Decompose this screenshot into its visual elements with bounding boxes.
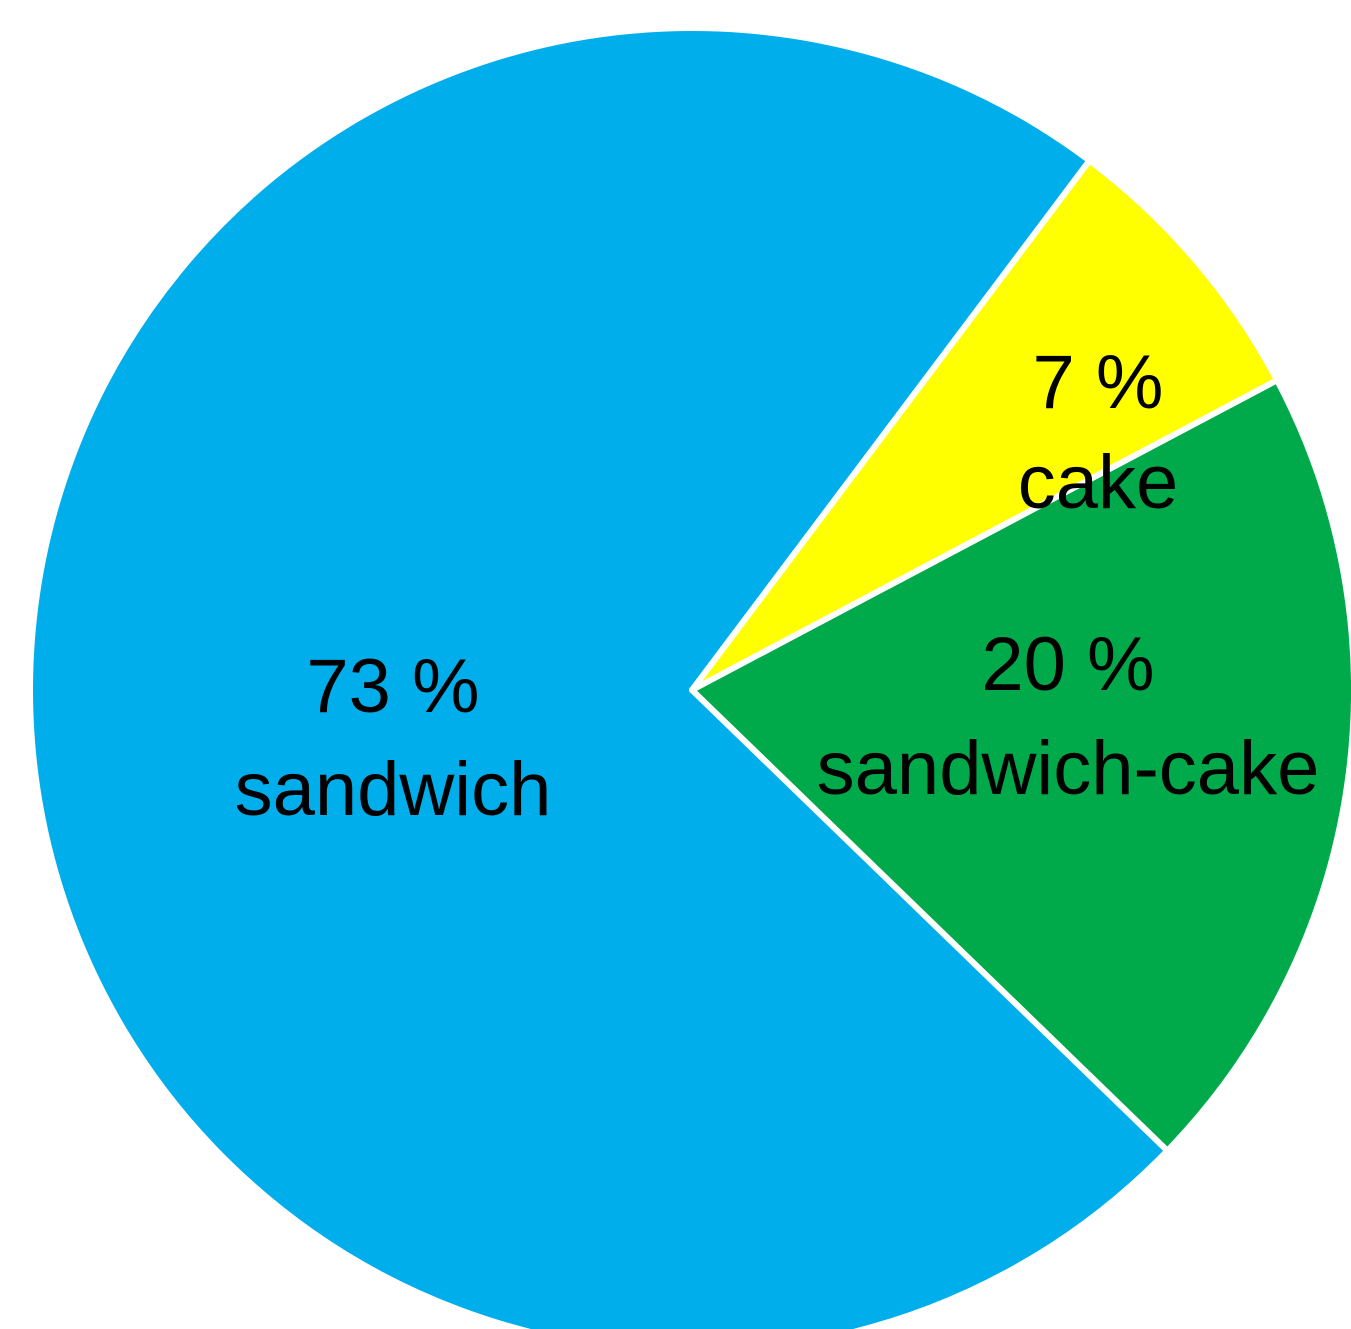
pie-slice-cake	[689, 157, 1281, 693]
pie-slice-sandwich	[27, 24, 1171, 1329]
slice-name-label-sandwich-cake: sandwich-cake	[817, 726, 1320, 811]
slice-value-label-sandwich: 73 %	[306, 644, 479, 729]
pie-slices	[27, 24, 1351, 1329]
slice-name-label-sandwich: sandwich	[235, 747, 552, 832]
pie-slice-sandwich-cake	[689, 377, 1351, 1154]
pie-labels: 73 % sandwich 7 % cake 20 % sandwich-cak…	[235, 340, 1320, 832]
slice-name-label-cake: cake	[1018, 440, 1179, 525]
slice-value-label-sandwich-cake: 20 %	[981, 622, 1154, 707]
slice-value-label-cake: 7 %	[1033, 340, 1164, 425]
